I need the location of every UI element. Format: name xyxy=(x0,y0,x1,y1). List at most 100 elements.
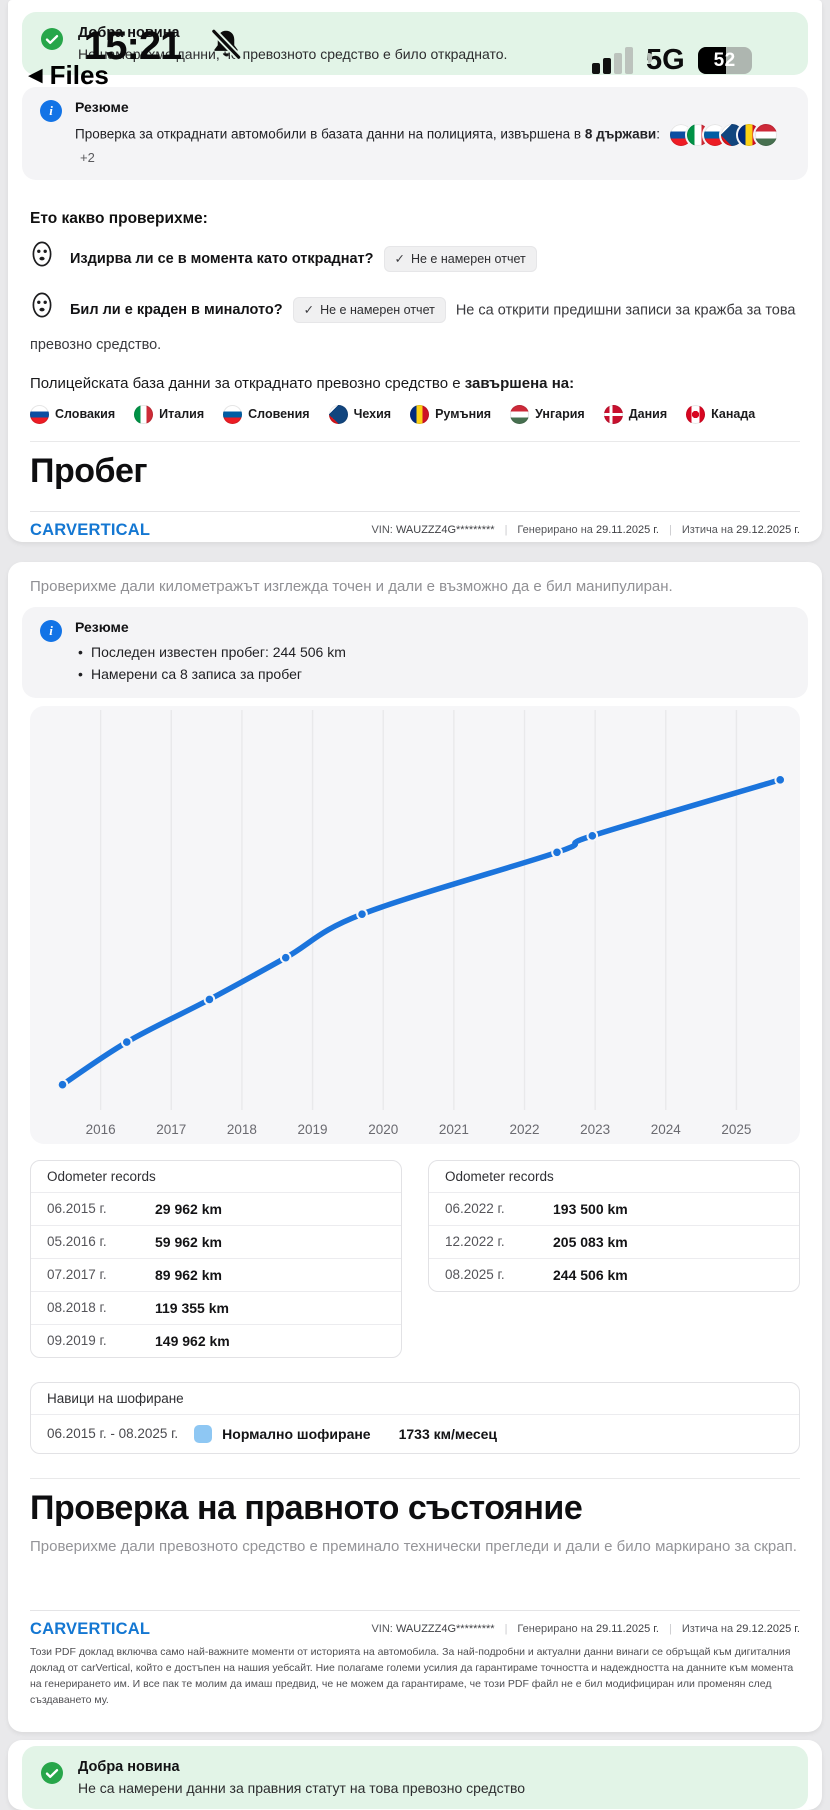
check-circle-icon xyxy=(40,27,64,56)
legal-heading: Проверка на правното състояние xyxy=(30,1488,583,1527)
report-footer: CARVERTICAL VIN: WAUZZZ4G********* | Ген… xyxy=(30,1609,800,1709)
country-item: Румъния xyxy=(410,404,491,424)
checks-heading: Ето какво проверихме: xyxy=(30,209,208,227)
svg-text:2024: 2024 xyxy=(651,1122,682,1137)
balaclava-icon xyxy=(30,291,54,330)
section-divider xyxy=(30,1477,800,1479)
back-to-files-button[interactable]: ◀ Files xyxy=(28,60,109,91)
flag-hu-icon xyxy=(752,122,779,148)
country-item: Канада xyxy=(686,404,755,424)
driving-habits-card: Навици на шофиране 06.2015 г. - 08.2025 … xyxy=(30,1381,800,1454)
check-circle-icon xyxy=(40,1761,64,1790)
expiry-date: 29.12.2025 г. xyxy=(736,524,800,537)
check-item: Бил ли е краден в миналото? ✓ Не е намерен… xyxy=(30,291,800,360)
table-title: Odometer records xyxy=(429,1161,799,1193)
svg-text:2021: 2021 xyxy=(439,1122,469,1137)
flag-it-icon xyxy=(134,404,154,424)
summary-text: Проверка за откраднати автомобили в база… xyxy=(75,122,790,168)
mileage-summary-card: i Резюме Последен известен пробег: 244 5… xyxy=(22,607,808,698)
more-countries-count: +2 xyxy=(80,150,95,166)
report-meta: VIN: WAUZZZ4G********* | Генерирано на 2… xyxy=(371,524,800,537)
report-meta: VIN: WAUZZZ4G********* | Генерирано на 2… xyxy=(371,1623,800,1636)
odometer-row: 06.2015 г. 29 962 km xyxy=(47,1200,222,1217)
country-item: Чехия xyxy=(328,404,391,424)
odometer-row: 07.2017 г. 89 962 km xyxy=(31,1257,401,1291)
status-badge: ✓ Не е намерен отчет xyxy=(383,246,537,273)
odometer-row: 12.2022 г. 205 083 km xyxy=(429,1224,799,1258)
balaclava-icon xyxy=(30,240,54,279)
svg-text:2018: 2018 xyxy=(227,1122,257,1137)
summary-bullet: Последен известен пробег: 244 506 km xyxy=(75,641,346,664)
odometer-row: 08.2025 г. 244 506 km xyxy=(429,1257,799,1291)
country-flags-stack xyxy=(667,122,779,148)
svg-text:2017: 2017 xyxy=(156,1122,186,1137)
country-item: Унгария xyxy=(510,404,585,424)
table-title: Odometer records xyxy=(31,1161,401,1193)
police-db-line: Полицейската база данни за откраднато пр… xyxy=(30,374,575,392)
flag-ro-icon xyxy=(410,404,430,424)
banner-text: Не намерихме данни, че превозното средст… xyxy=(78,46,508,62)
country-item: Дания xyxy=(603,404,667,424)
good-news-banner: Добра новина Не намерихме данни, че прев… xyxy=(22,12,808,75)
banner-text: Не са намерени данни за правния статут н… xyxy=(78,1780,526,1796)
flag-dk-icon xyxy=(603,404,623,424)
generated-date: 29.11.2025 г. xyxy=(595,1623,659,1636)
info-icon: i xyxy=(40,620,62,642)
good-news-banner: Добра новина Не са намерени данни за пра… xyxy=(22,1746,808,1809)
footer-disclaimer: Този PDF доклад включва само най-важните… xyxy=(30,1645,794,1706)
section-divider xyxy=(30,440,800,442)
mileage-line-chart: 2016 2017 2018 2019 2020 2021 2022 2023 2024 2025 xyxy=(56,709,787,1137)
odometer-row: 08.2018 г. 119 355 km xyxy=(31,1290,401,1324)
banner-title: Добра новина xyxy=(78,1759,180,1775)
mileage-chart: 2016 2017 2018 2019 2020 2021 2022 2023 2024 2025 xyxy=(30,705,800,1144)
svg-text:2020: 2020 xyxy=(368,1122,398,1137)
odometer-row: 05.2016 г. 59 962 km xyxy=(31,1224,401,1258)
country-item: Словения xyxy=(223,404,310,424)
flag-sk-icon xyxy=(30,404,49,424)
report-footer: CARVERTICAL VIN: WAUZZZ4G********* | Ген… xyxy=(30,510,800,542)
odometer-tables: Odometer records 06.2015 г. 29 962 km 05.2… xyxy=(30,1159,800,1358)
generated-date: 29.11.2025 г. xyxy=(595,524,659,537)
summary-title: Резюме xyxy=(75,619,129,635)
carvertical-logo: CARVERTICAL xyxy=(30,1619,151,1638)
expiry-date: 29.12.2025 г. xyxy=(736,1623,800,1636)
checks-list: Издирва ли се в момента като откраднат? ✓… xyxy=(30,240,800,360)
habits-period: 06.2015 г. - 08.2025 г. xyxy=(47,1426,179,1442)
country-list: Словакия Италия Словения Чехия Румъния У… xyxy=(30,404,800,424)
svg-text:2025: 2025 xyxy=(721,1122,751,1137)
svg-text:2019: 2019 xyxy=(298,1122,328,1137)
svg-text:2023: 2023 xyxy=(580,1122,610,1137)
mileage-heading: Пробег xyxy=(30,451,148,490)
habits-label: Нормално шофиране xyxy=(222,1425,371,1442)
flag-ca-icon xyxy=(686,404,706,424)
flag-hu-icon xyxy=(510,404,530,424)
odometer-row: 09.2019 г. 149 962 km xyxy=(31,1323,401,1357)
svg-text:2016: 2016 xyxy=(86,1122,116,1137)
odometer-table: Odometer records 06.2022 г. 193 500 km 12.… xyxy=(428,1159,800,1292)
report-page-2: Проверихме дали километражът изглежда то… xyxy=(8,562,822,1732)
back-label: Files xyxy=(49,60,109,90)
normal-driving-legend-icon xyxy=(194,1424,213,1443)
vin-value: WAUZZZ4G********* xyxy=(395,524,495,537)
odometer-table: Odometer records 06.2015 г. 29 962 km 05.2… xyxy=(30,1159,402,1358)
report-page-1: Добра новина Не намерихме данни, че прев… xyxy=(8,0,822,542)
back-arrow-icon: ◀ xyxy=(28,65,43,86)
legal-intro: Проверихме дали превозното средство е пр… xyxy=(30,1537,797,1555)
summary-bullet: Намерени са 8 записа за пробег xyxy=(75,663,346,686)
summary-card: i Резюме Проверка за откраднати автомоби… xyxy=(22,87,808,180)
habits-title: Навици на шофиране xyxy=(31,1383,799,1415)
carvertical-logo: CARVERTICAL xyxy=(30,520,151,539)
info-icon: i xyxy=(40,100,62,122)
habits-rate: 1733 км/месец xyxy=(398,1425,498,1442)
banner-title: Добра новина xyxy=(78,25,180,41)
mileage-summary-bullets: Последен известен пробег: 244 506 kmНаме… xyxy=(75,641,346,686)
country-item: Италия xyxy=(134,404,204,424)
svg-text:2022: 2022 xyxy=(509,1122,539,1137)
country-item: Словакия xyxy=(30,404,115,424)
odometer-row: 06.2022 г. 193 500 km xyxy=(445,1200,628,1217)
flag-si-icon xyxy=(223,404,243,424)
flag-cz-icon xyxy=(328,404,348,424)
vin-value: WAUZZZ4G********* xyxy=(395,1623,495,1636)
report-page-3: Добра новина Не са намерени данни за пра… xyxy=(8,1740,822,1810)
habits-row: 06.2015 г. - 08.2025 г. Нормално шофиран… xyxy=(31,1415,799,1453)
